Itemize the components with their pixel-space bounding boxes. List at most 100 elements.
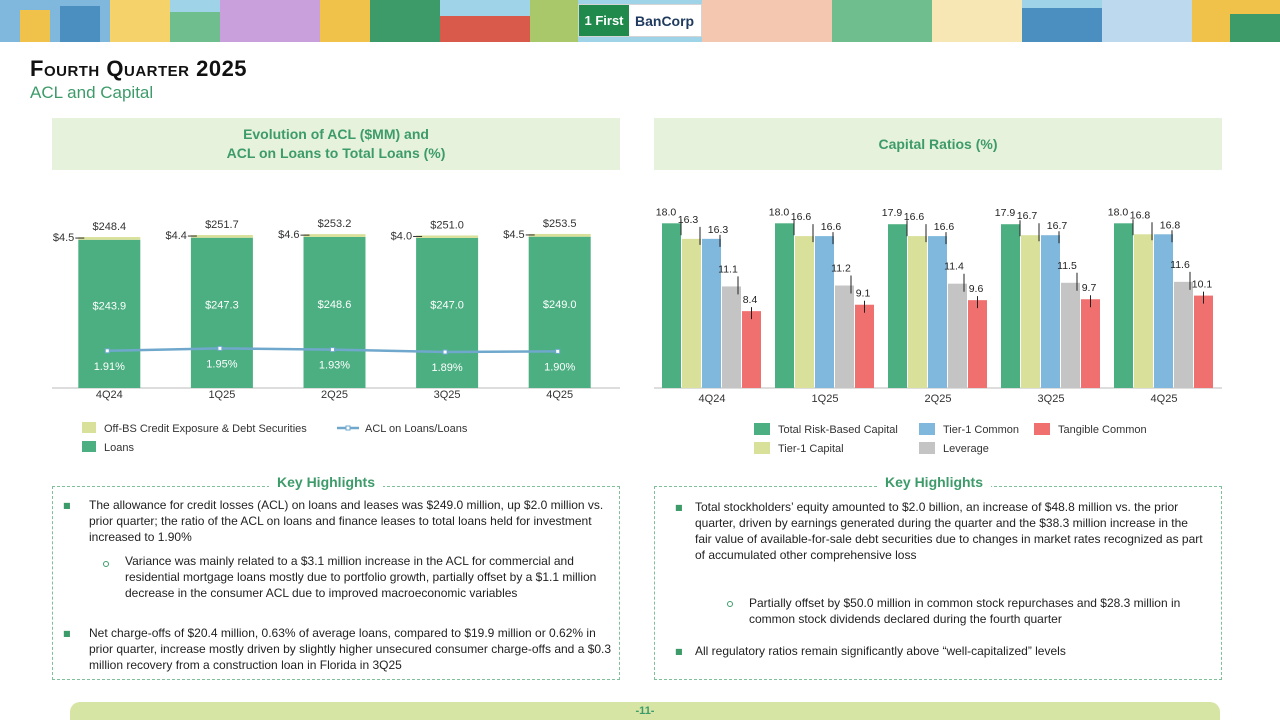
capital-bar [702, 238, 721, 388]
left-highlight-1-sub: Variance was mainly related to a $3.1 mi… [125, 554, 597, 600]
legend-swatch [754, 442, 770, 454]
capital-bar-label: 16.3 [708, 224, 729, 236]
logo-mark: 1 First [579, 5, 629, 36]
capital-bar-label: 16.6 [904, 211, 925, 223]
loans-bar-label: $248.6 [318, 299, 352, 311]
capital-bar [855, 304, 874, 388]
legend-label: Loans [104, 442, 134, 454]
acl-ratio-point [442, 349, 448, 355]
capital-bar-label: 16.3 [678, 214, 699, 226]
capital-bar-label: 9.7 [1082, 282, 1097, 294]
x-tick-label: 1Q25 [208, 389, 235, 401]
capital-bar [888, 224, 907, 388]
capital-bar-label: 16.7 [1017, 210, 1038, 222]
legend-label: Off-BS Credit Exposure & Debt Securities [104, 423, 307, 435]
capital-bar [1134, 234, 1153, 388]
capital-bar-label: 16.6 [821, 221, 842, 233]
x-tick-label: 2Q25 [925, 393, 952, 405]
bullet-marker: ■ [63, 629, 71, 638]
left-highlights-box: ■ The allowance for credit losses (ACL) … [52, 486, 620, 680]
loans-bar-label: $247.0 [430, 299, 464, 311]
legend-swatch [919, 442, 935, 454]
legend-swatch [82, 422, 96, 433]
capital-bar-label: 9.1 [856, 288, 871, 300]
total-acl-label: $253.5 [543, 218, 577, 230]
off-bs-label: $4.0 [391, 230, 412, 242]
legend-swatch [919, 423, 935, 435]
x-tick-label: 1Q25 [812, 393, 839, 405]
capital-bar-label: 17.9 [995, 207, 1016, 219]
acl-ratio-label: 1.91% [94, 361, 125, 373]
loans-bar [190, 237, 253, 388]
off-bs-bar [190, 235, 253, 238]
x-tick-label: 4Q25 [1151, 393, 1178, 405]
off-bs-label: $4.4 [165, 230, 186, 242]
legend-swatch [1034, 423, 1050, 435]
right-highlight-1-sub: Partially offset by $50.0 million in com… [749, 596, 1181, 626]
acl-chart-header: Evolution of ACL ($MM) and ACL on Loans … [52, 118, 620, 170]
capital-bar [835, 285, 854, 388]
off-bs-bar [78, 237, 141, 240]
capital-bar [662, 223, 681, 388]
bullet-marker: ■ [675, 647, 683, 656]
capital-bar [775, 223, 794, 388]
capital-bar-label: 10.1 [1192, 279, 1213, 291]
off-bs-bar [528, 233, 591, 237]
left-highlight-2: Net charge-offs of $20.4 million, 0.63% … [89, 626, 612, 672]
capital-bar [1041, 235, 1060, 388]
capital-bar [1021, 235, 1040, 388]
capital-bar [795, 236, 814, 388]
left-highlights-title: Key Highlights [269, 474, 384, 490]
legend-swatch [754, 423, 770, 435]
sub-bullet-marker [103, 561, 109, 567]
off-bs-bar [303, 234, 366, 237]
acl-chart-title-line1: Evolution of ACL ($MM) and [243, 126, 429, 142]
x-tick-label: 4Q24 [699, 393, 726, 405]
capital-bar-label: 11.5 [1057, 260, 1077, 272]
capital-bar [928, 236, 947, 388]
off-bs-bar [416, 235, 479, 238]
legend-swatch-marker [345, 425, 351, 431]
legend-label: Total Risk-Based Capital [778, 424, 898, 436]
capital-bar [682, 238, 701, 388]
capital-bar [968, 300, 987, 388]
acl-ratio-point [217, 345, 223, 351]
capital-bar [722, 286, 741, 388]
capital-bar-label: 16.6 [934, 221, 955, 233]
acl-ratio-label: 1.89% [431, 362, 462, 374]
page-number: -11- [70, 702, 1220, 720]
acl-ratio-label: 1.90% [544, 361, 575, 373]
capital-bar-label: 18.0 [1108, 206, 1129, 218]
capital-bar-label: 11.4 [944, 261, 964, 273]
capital-bar-label: 16.8 [1130, 209, 1151, 221]
loans-bar [416, 237, 479, 388]
right-highlights-box: ■ Total stockholders’ equity amounted to… [654, 486, 1222, 680]
x-tick-label: 4Q24 [96, 389, 123, 401]
capital-bar-label: 16.8 [1160, 219, 1181, 231]
capital-bar [1114, 223, 1133, 388]
acl-ratio-point [330, 347, 335, 353]
capital-chart-header: Capital Ratios (%) [654, 118, 1222, 170]
capital-bar [742, 311, 761, 388]
right-highlights-title: Key Highlights [877, 474, 992, 490]
capital-bar [1194, 295, 1213, 388]
capital-bar [1081, 299, 1100, 388]
right-highlight-2: All regulatory ratios remain significant… [695, 644, 1066, 658]
legend-label: ACL on Loans/Loans [365, 423, 468, 435]
capital-bar-label: 18.0 [769, 206, 790, 218]
legend-label: Leverage [943, 443, 989, 455]
off-bs-label: $4.5 [503, 229, 524, 241]
capital-bar-label: 16.7 [1047, 220, 1068, 232]
acl-ratio-label: 1.95% [206, 358, 237, 370]
loans-bar [78, 239, 141, 388]
x-tick-label: 2Q25 [321, 389, 348, 401]
total-acl-label: $251.0 [430, 219, 464, 231]
x-tick-label: 4Q25 [546, 389, 573, 401]
x-tick-label: 3Q25 [434, 389, 461, 401]
logo-wordmark: BanCorp [635, 12, 695, 29]
legend-label: Tier-1 Capital [778, 443, 844, 455]
x-tick-label: 3Q25 [1038, 393, 1065, 405]
capital-bar-label: 16.6 [791, 211, 812, 223]
sub-bullet-marker [727, 601, 733, 607]
